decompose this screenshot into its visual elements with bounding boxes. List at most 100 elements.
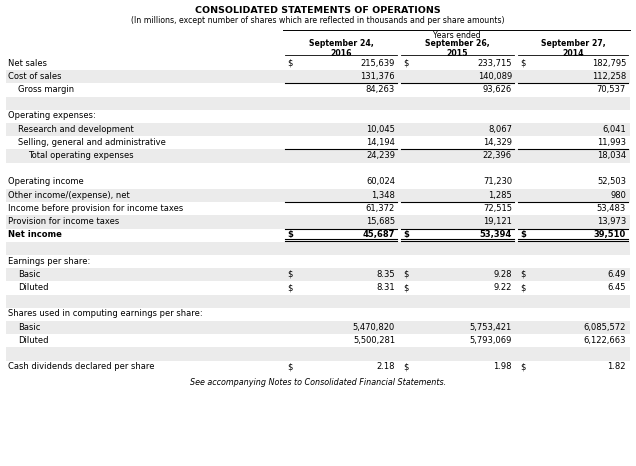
Text: Total operating expenses: Total operating expenses <box>28 151 134 160</box>
Text: Shares used in computing earnings per share:: Shares used in computing earnings per sh… <box>8 309 203 318</box>
Text: $: $ <box>403 230 409 239</box>
Text: 10,045: 10,045 <box>366 124 395 134</box>
Text: Operating income: Operating income <box>8 178 84 186</box>
Bar <box>6 242 630 255</box>
Text: 13,973: 13,973 <box>597 217 626 226</box>
Text: Income before provision for income taxes: Income before provision for income taxes <box>8 204 183 213</box>
Text: 1,285: 1,285 <box>488 191 512 199</box>
Text: 52,503: 52,503 <box>597 178 626 186</box>
Bar <box>6 70 630 83</box>
Text: September 27,
2014: September 27, 2014 <box>541 39 605 58</box>
Text: 1.98: 1.98 <box>494 362 512 371</box>
Bar <box>6 215 630 229</box>
Text: 39,510: 39,510 <box>594 230 626 239</box>
Text: 9.22: 9.22 <box>494 283 512 292</box>
Text: 9.28: 9.28 <box>494 270 512 279</box>
Text: 22,396: 22,396 <box>483 151 512 160</box>
Text: 6,041: 6,041 <box>602 124 626 134</box>
Text: 72,515: 72,515 <box>483 204 512 213</box>
Text: 8.31: 8.31 <box>377 283 395 292</box>
Text: 131,376: 131,376 <box>361 72 395 81</box>
Text: $: $ <box>520 270 525 279</box>
Text: 84,263: 84,263 <box>366 85 395 94</box>
Bar <box>6 347 630 361</box>
Text: Earnings per share:: Earnings per share: <box>8 257 90 266</box>
Text: $: $ <box>520 59 525 68</box>
Text: 53,394: 53,394 <box>480 230 512 239</box>
Text: $: $ <box>520 230 526 239</box>
Bar <box>6 321 630 334</box>
Text: See accompanying Notes to Consolidated Financial Statements.: See accompanying Notes to Consolidated F… <box>190 378 446 387</box>
Text: Cash dividends declared per share: Cash dividends declared per share <box>8 362 155 371</box>
Text: $: $ <box>403 59 408 68</box>
Text: 15,685: 15,685 <box>366 217 395 226</box>
Text: $: $ <box>520 362 525 371</box>
Text: $: $ <box>287 362 293 371</box>
Text: Net income: Net income <box>8 230 62 239</box>
Text: Diluted: Diluted <box>18 336 48 345</box>
Text: 61,372: 61,372 <box>366 204 395 213</box>
Text: Diluted: Diluted <box>18 283 48 292</box>
Text: Operating expenses:: Operating expenses: <box>8 111 96 120</box>
Bar <box>6 189 630 202</box>
Text: CONSOLIDATED STATEMENTS OF OPERATIONS: CONSOLIDATED STATEMENTS OF OPERATIONS <box>195 6 441 15</box>
Text: Provision for income taxes: Provision for income taxes <box>8 217 120 226</box>
Text: $: $ <box>520 283 525 292</box>
Text: Cost of sales: Cost of sales <box>8 72 62 81</box>
Text: $: $ <box>403 270 408 279</box>
Text: 980: 980 <box>610 191 626 199</box>
Text: 11,993: 11,993 <box>597 138 626 147</box>
Text: 45,687: 45,687 <box>363 230 395 239</box>
Text: $: $ <box>287 283 293 292</box>
Text: September 24,
2016: September 24, 2016 <box>308 39 373 58</box>
Text: $: $ <box>287 59 293 68</box>
Text: 5,470,820: 5,470,820 <box>353 322 395 332</box>
Text: 6,122,663: 6,122,663 <box>583 336 626 345</box>
Text: 93,626: 93,626 <box>483 85 512 94</box>
Text: 112,258: 112,258 <box>591 72 626 81</box>
Text: 1,348: 1,348 <box>371 191 395 199</box>
Text: Gross margin: Gross margin <box>18 85 74 94</box>
Text: 5,500,281: 5,500,281 <box>353 336 395 345</box>
Text: 6.45: 6.45 <box>607 283 626 292</box>
Text: 215,639: 215,639 <box>361 59 395 68</box>
Text: 5,753,421: 5,753,421 <box>470 322 512 332</box>
Text: $: $ <box>403 283 408 292</box>
Text: 182,795: 182,795 <box>591 59 626 68</box>
Text: Research and development: Research and development <box>18 124 134 134</box>
Text: 19,121: 19,121 <box>483 217 512 226</box>
Text: 60,024: 60,024 <box>366 178 395 186</box>
Text: 6.49: 6.49 <box>607 270 626 279</box>
Bar <box>6 268 630 281</box>
Text: 14,194: 14,194 <box>366 138 395 147</box>
Text: Other income/(expense), net: Other income/(expense), net <box>8 191 130 199</box>
Text: Basic: Basic <box>18 270 40 279</box>
Text: 71,230: 71,230 <box>483 178 512 186</box>
Text: 2.18: 2.18 <box>377 362 395 371</box>
Text: $: $ <box>287 230 293 239</box>
Text: Basic: Basic <box>18 322 40 332</box>
Text: Selling, general and administrative: Selling, general and administrative <box>18 138 166 147</box>
Text: 53,483: 53,483 <box>597 204 626 213</box>
Bar <box>6 295 630 308</box>
Text: 8,067: 8,067 <box>488 124 512 134</box>
Text: 6,085,572: 6,085,572 <box>584 322 626 332</box>
Text: 24,239: 24,239 <box>366 151 395 160</box>
Bar <box>6 150 630 163</box>
Text: 5,793,069: 5,793,069 <box>469 336 512 345</box>
Text: Net sales: Net sales <box>8 59 47 68</box>
Text: 70,537: 70,537 <box>597 85 626 94</box>
Text: (In millions, except number of shares which are reflected in thousands and per s: (In millions, except number of shares wh… <box>131 16 505 25</box>
Text: 14,329: 14,329 <box>483 138 512 147</box>
Bar <box>6 96 630 110</box>
Text: Years ended: Years ended <box>432 30 480 40</box>
Text: 1.82: 1.82 <box>607 362 626 371</box>
Text: 8.35: 8.35 <box>377 270 395 279</box>
Bar <box>6 123 630 136</box>
Text: September 26,
2015: September 26, 2015 <box>425 39 490 58</box>
Text: $: $ <box>287 270 293 279</box>
Text: 140,089: 140,089 <box>478 72 512 81</box>
Text: $: $ <box>403 362 408 371</box>
Text: 233,715: 233,715 <box>478 59 512 68</box>
Text: 18,034: 18,034 <box>597 151 626 160</box>
